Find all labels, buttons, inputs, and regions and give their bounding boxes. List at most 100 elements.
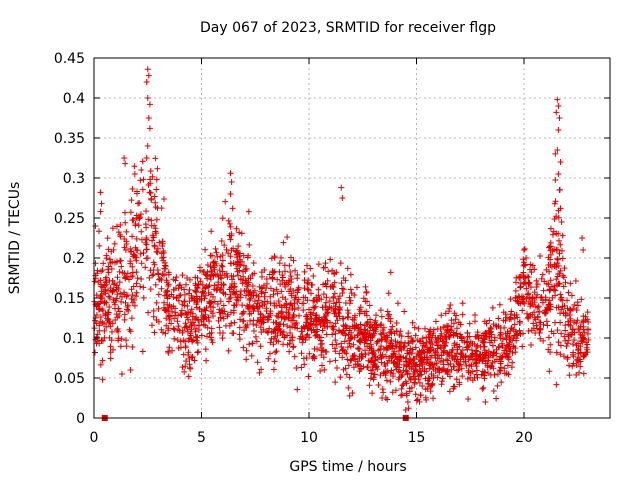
- data-point: [144, 254, 151, 261]
- data-point: [466, 320, 473, 327]
- data-point: [275, 326, 282, 333]
- data-point: [299, 328, 306, 335]
- data-point: [584, 309, 591, 316]
- data-point: [230, 330, 237, 337]
- data-point: [235, 297, 242, 304]
- data-point: [508, 308, 515, 315]
- data-point: [93, 292, 100, 299]
- data-point: [254, 300, 261, 307]
- data-point: [506, 315, 513, 322]
- data-point: [332, 357, 339, 364]
- data-point: [489, 359, 496, 366]
- data-point: [451, 383, 458, 390]
- data-point: [182, 338, 189, 345]
- data-point: [511, 321, 518, 328]
- data-point: [220, 290, 227, 297]
- x-tick-label: 15: [408, 430, 426, 446]
- data-point: [534, 281, 541, 288]
- data-point: [428, 360, 435, 367]
- data-point: [153, 186, 160, 193]
- data-point: [575, 325, 582, 332]
- data-point: [239, 280, 246, 287]
- data-point: [346, 340, 353, 347]
- data-point: [418, 371, 425, 378]
- data-point: [93, 333, 100, 340]
- data-point: [536, 253, 543, 259]
- data-point: [316, 295, 323, 302]
- y-tick-label: 0.2: [63, 251, 85, 267]
- data-point: [373, 321, 380, 328]
- data-point: [233, 296, 240, 303]
- data-point: [519, 296, 526, 303]
- data-point: [257, 343, 264, 350]
- data-point: [356, 338, 363, 345]
- data-point: [303, 313, 310, 320]
- data-point: [271, 358, 278, 365]
- data-point: [579, 235, 586, 241]
- data-point: [207, 334, 214, 341]
- data-point: [287, 273, 294, 280]
- data-point: [218, 275, 225, 282]
- data-point: [288, 292, 295, 299]
- data-point: [312, 321, 319, 328]
- data-point: [337, 260, 344, 267]
- data-point: [384, 396, 391, 403]
- data-point: [416, 351, 423, 358]
- data-point: [560, 310, 567, 317]
- data-point: [193, 337, 200, 344]
- data-point: [497, 335, 504, 342]
- data-point: [162, 265, 169, 272]
- data-point: [472, 351, 479, 358]
- data-point: [419, 335, 426, 342]
- data-point: [331, 290, 338, 297]
- data-point: [127, 367, 134, 373]
- data-point: [129, 269, 136, 276]
- data-point: [489, 342, 496, 349]
- data-point: [139, 158, 146, 165]
- data-point: [176, 282, 183, 289]
- data-point: [119, 293, 126, 300]
- data-point: [577, 363, 584, 370]
- data-point: [367, 337, 374, 344]
- data-point: [496, 367, 503, 374]
- data-point: [341, 330, 348, 337]
- data-point: [131, 296, 138, 303]
- data-point: [461, 339, 468, 346]
- data-point: [137, 283, 144, 290]
- data-point: [149, 237, 156, 244]
- data-point: [165, 307, 172, 314]
- y-tick-label: 0.1: [63, 331, 85, 347]
- data-point: [198, 318, 205, 325]
- data-point: [474, 374, 481, 381]
- data-point: [563, 343, 570, 350]
- data-point: [279, 331, 286, 338]
- data-point: [313, 331, 320, 338]
- data-point: [453, 376, 460, 383]
- data-point: [314, 326, 321, 333]
- data-point: [582, 351, 589, 358]
- data-point: [534, 314, 541, 321]
- data-point: [219, 263, 226, 270]
- data-point: [240, 273, 247, 280]
- data-point: [180, 351, 187, 358]
- data-point: [361, 322, 368, 329]
- data-point: [93, 312, 100, 319]
- data-point: [96, 322, 103, 329]
- data-point: [155, 270, 162, 277]
- data-point: [128, 315, 135, 322]
- data-point: [506, 334, 513, 341]
- data-point: [160, 195, 167, 202]
- data-point: [424, 377, 431, 384]
- data-point: [536, 309, 543, 316]
- data-point: [176, 327, 183, 334]
- data-point: [364, 319, 371, 326]
- data-point: [182, 363, 189, 370]
- data-point: [373, 312, 380, 319]
- data-point: [202, 246, 209, 253]
- data-point: [445, 322, 452, 329]
- data-point: [129, 186, 136, 193]
- data-point: [324, 323, 331, 330]
- data-point: [425, 374, 432, 381]
- data-point: [287, 337, 294, 344]
- data-point: [166, 344, 173, 351]
